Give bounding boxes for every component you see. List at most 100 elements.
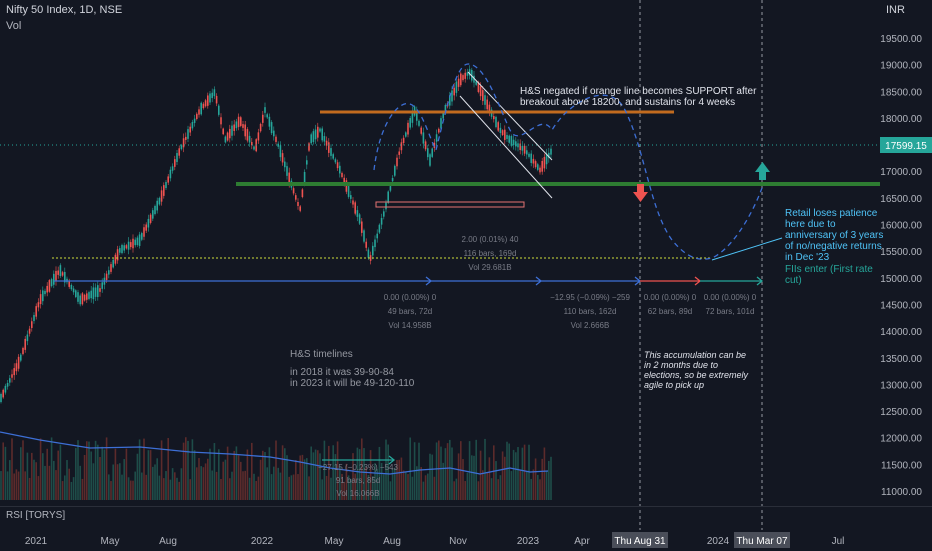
volume-bar <box>501 451 504 500</box>
price-tick-label: 18500.00 <box>880 87 922 98</box>
measure-6-bars: 91 bars, 85d <box>336 476 380 485</box>
candle-body <box>244 124 246 137</box>
candle-body <box>512 139 515 146</box>
candle-body <box>26 334 29 342</box>
volume-bar <box>59 444 62 500</box>
volume-bar <box>125 448 128 500</box>
candle-body <box>548 152 550 158</box>
volume-bar <box>22 440 24 500</box>
volume-bar <box>169 479 172 500</box>
candle-body <box>354 202 356 214</box>
volume-bar <box>68 468 70 500</box>
channel-lower[interactable] <box>459 95 553 199</box>
volume-bar <box>543 447 546 500</box>
candle-body <box>145 224 147 231</box>
volume-bar <box>545 470 548 500</box>
price-tick-label: 12500.00 <box>880 407 922 418</box>
candle-body <box>127 241 130 250</box>
volume-bar <box>9 460 11 500</box>
volume-bar <box>259 459 262 500</box>
volume-bar <box>145 474 147 500</box>
candle-body <box>299 206 301 211</box>
candle-body <box>50 279 53 287</box>
candle-body <box>55 270 57 282</box>
volume-bar <box>407 474 409 500</box>
candle-body <box>504 129 506 140</box>
volume-bar <box>105 437 108 500</box>
volume-bar <box>356 447 359 500</box>
candle-body <box>319 128 321 132</box>
candle-body <box>277 143 279 147</box>
hs-projection-curve[interactable] <box>373 63 763 260</box>
volume-bar <box>433 476 436 500</box>
rsi-panel[interactable] <box>0 506 932 551</box>
measure-5-change: 0.00 (0.00%) 0 <box>704 293 757 302</box>
volume-bar <box>198 458 200 500</box>
candle-body <box>398 151 400 155</box>
candle-body <box>457 78 460 87</box>
volume-bar <box>255 480 257 500</box>
price-axis[interactable]: 19500.0019000.0018500.0018000.0017500.00… <box>880 34 922 498</box>
accumulation-line-3: elections, so be extremely <box>644 370 749 380</box>
fii-line-1: FIIs enter (First rate <box>785 264 873 275</box>
candle-body <box>237 116 240 127</box>
volume-bar <box>440 446 442 500</box>
volume-bar <box>387 444 389 500</box>
volume-bar <box>167 438 169 500</box>
price-tick-label: 16000.00 <box>880 221 922 232</box>
volume-bar <box>499 475 502 500</box>
candle-body <box>264 107 266 113</box>
rectangle-zone[interactable] <box>375 201 525 208</box>
volume-bar <box>343 481 345 500</box>
candle-body <box>147 218 150 228</box>
candle-body <box>53 273 55 285</box>
price-tick-label: 19000.00 <box>880 61 922 72</box>
candle-body <box>174 159 176 167</box>
candle-body <box>501 130 504 136</box>
fii-line-2: cut) <box>785 275 802 286</box>
candle-body <box>70 284 73 290</box>
volume-bar <box>358 449 361 500</box>
candle-body <box>215 95 218 104</box>
time-axis[interactable]: 2021 May Aug 2022 May Aug Nov 2023 Apr Thu Aug 31… <box>25 532 845 548</box>
candle-body <box>152 210 154 219</box>
candle-body <box>455 81 458 93</box>
candle-body <box>270 122 273 134</box>
candle-body <box>482 90 484 102</box>
volume-bar <box>400 457 403 500</box>
volume-bar <box>44 465 46 500</box>
candle-body <box>262 114 264 123</box>
candle-body <box>385 202 387 210</box>
candle-body <box>387 191 389 203</box>
candle-body <box>526 150 528 155</box>
candle-body <box>484 95 486 105</box>
channel-upper[interactable] <box>467 71 553 161</box>
candle-body <box>9 378 11 383</box>
candle-body <box>266 114 268 118</box>
volume-bar <box>521 447 524 500</box>
volume-bar <box>523 444 526 500</box>
candle-body <box>405 132 407 137</box>
down-arrow-icon <box>633 184 648 202</box>
volume-bar <box>193 450 196 500</box>
volume-bar <box>33 459 35 500</box>
volume-bar <box>493 445 495 500</box>
volume-bar <box>341 473 343 500</box>
volume-bar <box>416 466 418 500</box>
volume-bar <box>539 479 541 500</box>
up-arrow-icon <box>755 162 770 180</box>
volume-bar <box>352 453 354 500</box>
candle-body <box>158 197 161 205</box>
volume-bar <box>427 473 429 500</box>
candle-body <box>6 382 9 387</box>
volume-bar <box>101 446 103 500</box>
volume-bar <box>149 450 152 500</box>
time-tick-label: Aug <box>383 536 401 547</box>
candle-body <box>149 214 152 223</box>
volume-bar <box>246 449 249 500</box>
candle-body <box>477 82 480 93</box>
candle-body <box>367 249 370 258</box>
volume-bar <box>77 440 79 500</box>
volume-bar <box>418 442 420 500</box>
